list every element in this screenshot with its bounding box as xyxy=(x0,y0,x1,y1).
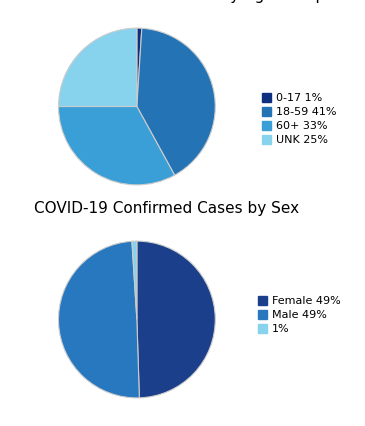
Wedge shape xyxy=(137,28,215,175)
Wedge shape xyxy=(137,241,215,398)
Legend: 0-17 1%, 18-59 41%, 60+ 33%, UNK 25%: 0-17 1%, 18-59 41%, 60+ 33%, UNK 25% xyxy=(262,93,336,145)
Wedge shape xyxy=(137,28,142,106)
Title: COVID-19 Confirmed Cases by Age Group: COVID-19 Confirmed Cases by Age Group xyxy=(7,0,325,3)
Title: COVID-19 Confirmed Cases by Sex: COVID-19 Confirmed Cases by Sex xyxy=(34,201,299,216)
Wedge shape xyxy=(132,241,137,320)
Legend: Female 49%, Male 49%, 1%: Female 49%, Male 49%, 1% xyxy=(258,296,340,334)
Wedge shape xyxy=(58,28,137,106)
Wedge shape xyxy=(58,241,139,398)
Wedge shape xyxy=(58,106,174,185)
